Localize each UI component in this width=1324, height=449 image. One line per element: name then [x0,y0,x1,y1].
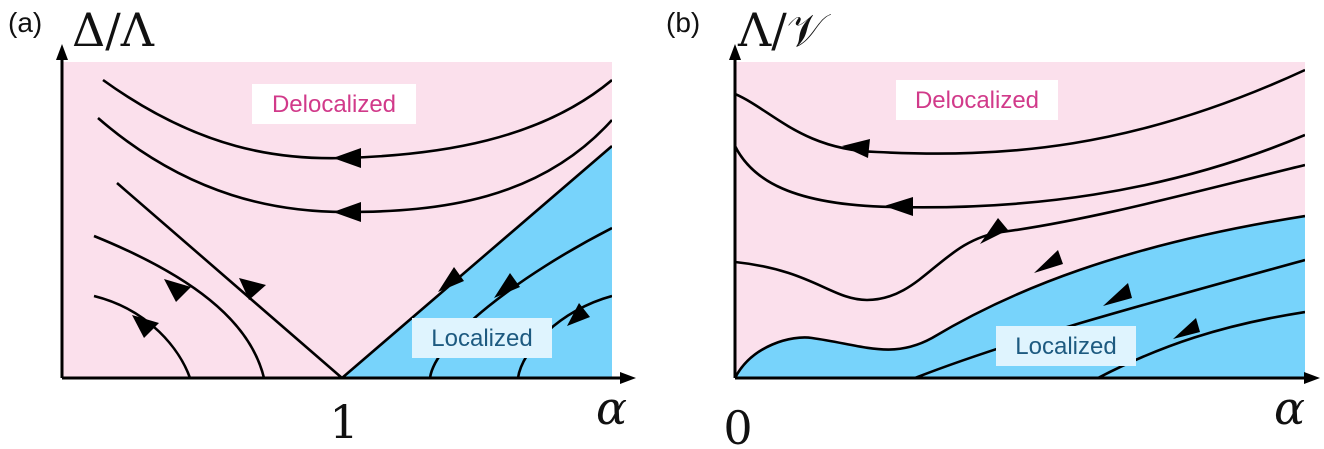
localized-label-b: Localized [1015,333,1116,360]
panel-a: Delocalized Localized (a) Δ/Λ 1 α [0,0,650,449]
panel-label-a: (a) [8,7,42,38]
x-tick-label-b: 0 [723,401,752,449]
flow-diagram-a: Delocalized Localized (a) Δ/Λ 1 α [0,0,650,449]
delocalized-label-a: Delocalized [272,91,396,118]
panel-b: Delocalized Localized (b) Λ/𝒱 0 α [662,0,1324,449]
x-axis-arrow-b [1304,372,1320,384]
x-axis-label-a: α [596,381,627,435]
panel-label-b: (b) [666,7,700,38]
y-axis-arrow-a [56,44,68,60]
x-tick-label-a: 1 [329,395,358,449]
localized-label-a: Localized [431,325,532,352]
delocalized-label-b: Delocalized [915,87,1039,114]
y-axis-label-a: Δ/Λ [72,3,155,57]
flow-diagram-b: Delocalized Localized (b) Λ/𝒱 0 α [662,0,1324,449]
y-axis-label-b: Λ/𝒱 [737,3,832,57]
x-axis-label-b: α [1274,381,1305,435]
